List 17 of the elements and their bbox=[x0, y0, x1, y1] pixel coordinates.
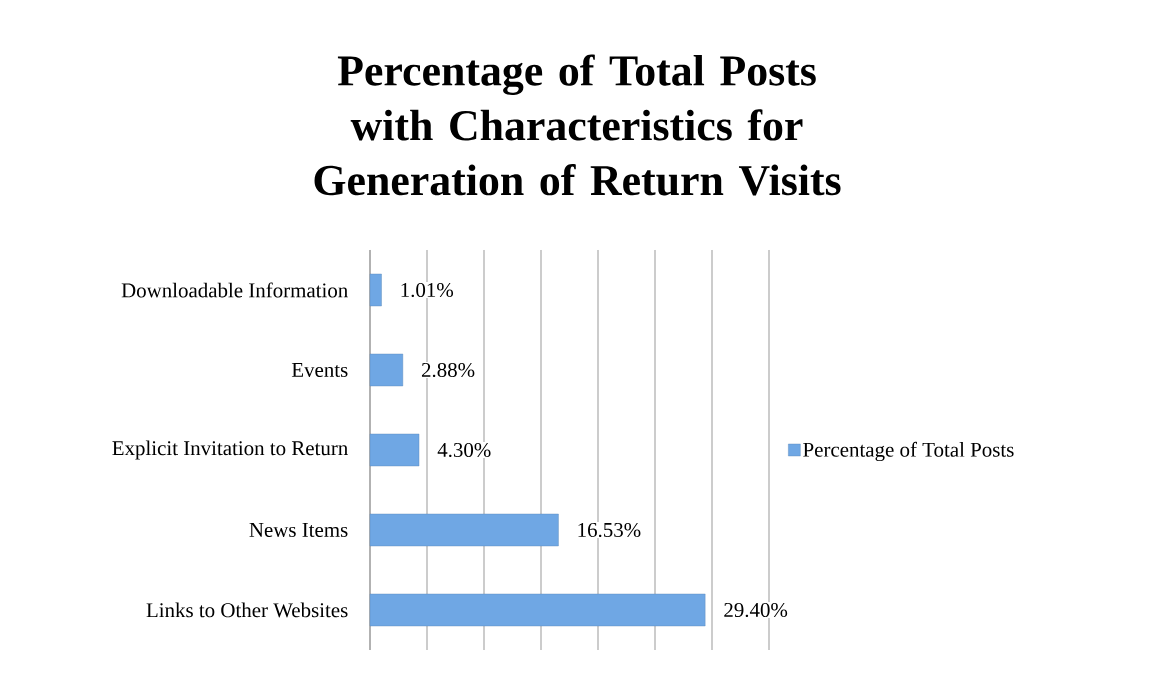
bar bbox=[369, 513, 559, 547]
data-label: 16.53% bbox=[578, 522, 641, 538]
bar bbox=[369, 353, 404, 387]
bar bbox=[369, 273, 382, 307]
y-tick-label: Events bbox=[291, 363, 348, 377]
bar bbox=[369, 433, 420, 467]
y-tick-label: Explicit Invitation to Return bbox=[112, 440, 348, 460]
data-label: 29.40% bbox=[724, 602, 788, 618]
data-label: 4.30% bbox=[437, 442, 491, 458]
legend-label: Percentage of Total Posts bbox=[803, 441, 1014, 462]
data-label: 1.01% bbox=[401, 282, 454, 298]
chart-title: Percentage of Total Posts with Characteristics for Generation of Return Visits bbox=[314, 54, 841, 196]
y-tick-label: Downloadable Information bbox=[121, 282, 348, 298]
y-tick-label: News Items bbox=[249, 523, 348, 537]
bar bbox=[369, 593, 706, 627]
y-tick-label: Links to Other Websites bbox=[146, 602, 348, 618]
data-label: 2.88% bbox=[421, 362, 475, 378]
